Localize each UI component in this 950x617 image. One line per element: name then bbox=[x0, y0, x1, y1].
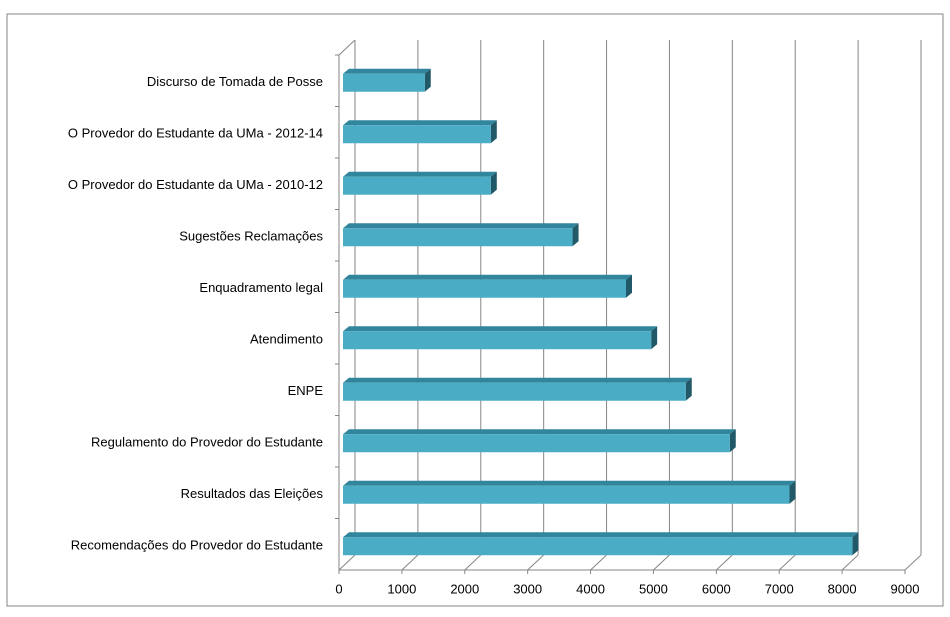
y-tick-label: Atendimento bbox=[250, 332, 323, 347]
grid-floor bbox=[904, 554, 922, 571]
bar-top bbox=[343, 274, 632, 280]
x-tick-label: 7000 bbox=[765, 581, 794, 596]
grid-floor bbox=[464, 554, 482, 571]
y-tick-label: Recomendações do Provedor do Estudante bbox=[71, 538, 323, 553]
bar-side bbox=[852, 532, 859, 556]
bar bbox=[343, 382, 686, 401]
y-tick-label: ENPE bbox=[288, 383, 324, 398]
x-tick-label: 6000 bbox=[702, 581, 731, 596]
grid-floor bbox=[778, 554, 796, 571]
bar-side bbox=[789, 480, 796, 504]
y-tick-label: O Provedor do Estudante da UMa - 2012-14 bbox=[68, 126, 323, 141]
y-tick-label: Enquadramento legal bbox=[199, 280, 323, 295]
x-tick-label: 0 bbox=[335, 581, 342, 596]
x-tick-label: 3000 bbox=[513, 581, 542, 596]
bar bbox=[343, 279, 626, 298]
grid-floor bbox=[653, 554, 670, 571]
y-tick-label: Regulamento do Provedor do Estudante bbox=[91, 435, 323, 450]
bar bbox=[343, 331, 652, 350]
x-tick-label: 9000 bbox=[891, 581, 920, 596]
chart-frame bbox=[6, 13, 944, 607]
x-tick-label: 2000 bbox=[450, 581, 479, 596]
bar-side bbox=[572, 223, 579, 247]
bar-top bbox=[343, 326, 658, 332]
grid-floor bbox=[590, 554, 607, 571]
grid-floor bbox=[401, 554, 419, 571]
bar-top bbox=[343, 532, 859, 538]
bar bbox=[343, 485, 790, 504]
y-tick-label: Discurso de Tomada de Posse bbox=[147, 74, 323, 89]
bar-side bbox=[685, 377, 692, 401]
bar bbox=[343, 434, 730, 453]
bar-top bbox=[343, 429, 736, 435]
y-tick-label: O Provedor do Estudante da UMa - 2010-12 bbox=[68, 177, 323, 192]
bar-side bbox=[651, 326, 658, 350]
y-tick-label: Resultados das Eleições bbox=[181, 486, 324, 501]
grid-floor bbox=[527, 554, 545, 571]
bar-top bbox=[343, 377, 692, 383]
bar-top bbox=[343, 120, 497, 126]
y-tick-label: Sugestões Reclamações bbox=[179, 229, 323, 244]
x-tick-label: 5000 bbox=[639, 581, 668, 596]
x-tick-label: 1000 bbox=[387, 581, 416, 596]
bar-side bbox=[490, 120, 497, 144]
x-tick-label: 8000 bbox=[828, 581, 857, 596]
bar-top bbox=[343, 223, 579, 229]
bar-top bbox=[343, 171, 497, 177]
bar bbox=[343, 73, 425, 92]
bar-side bbox=[424, 68, 431, 92]
x-tick-label: 4000 bbox=[576, 581, 605, 596]
grid-floor bbox=[841, 554, 859, 571]
grid-floor bbox=[338, 554, 356, 571]
bar-top bbox=[343, 480, 796, 486]
bar-side bbox=[729, 429, 736, 453]
bar-top bbox=[343, 68, 431, 74]
bar bbox=[343, 228, 573, 247]
bar-side bbox=[490, 171, 497, 195]
grid-floor bbox=[715, 554, 733, 571]
bar bbox=[343, 176, 491, 195]
y-axis-back bbox=[338, 39, 356, 56]
bar bbox=[343, 537, 853, 556]
bar-side bbox=[626, 274, 632, 298]
bar bbox=[343, 125, 491, 144]
